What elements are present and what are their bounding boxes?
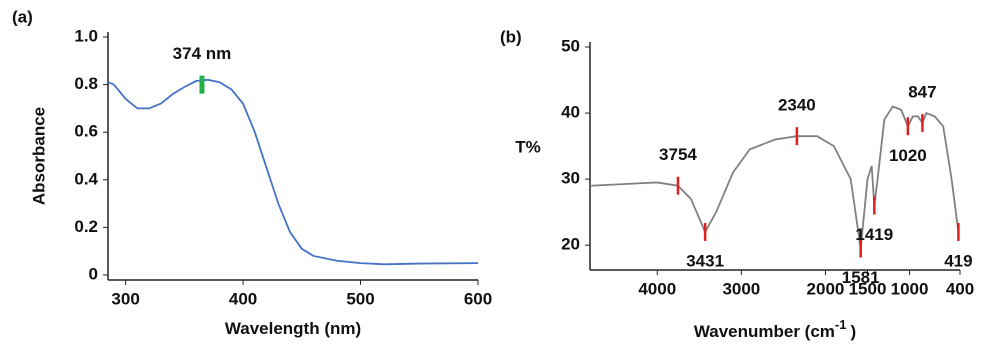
y-axis-label: Absorbance: [29, 107, 48, 205]
data-line: [589, 105, 960, 249]
y-tick-label: 40: [561, 103, 580, 122]
panel-label: (b): [500, 27, 522, 46]
y-tick-label: 20: [561, 235, 580, 254]
data-line: [107, 78, 479, 266]
x-tick-label: 4000: [638, 279, 676, 298]
peak-label: 847: [908, 82, 936, 101]
peak-label: 374 nm: [173, 44, 232, 63]
x-tick-label: 1000: [891, 279, 929, 298]
panel-label: (a): [12, 7, 33, 26]
x-tick-label: 2000: [807, 279, 845, 298]
peak-label: 1581: [842, 268, 880, 287]
y-tick-label: 0.6: [74, 122, 98, 141]
peak-label: 3754: [659, 145, 697, 164]
x-tick-label: 500: [346, 289, 374, 308]
x-tick-label: 3000: [722, 279, 760, 298]
y-tick-label: 30: [561, 169, 580, 188]
x-tick-label: 400: [229, 289, 257, 308]
x-tick-label: 300: [111, 289, 139, 308]
x-tick-label: 400: [946, 279, 974, 298]
x-axis-label-text: Wavenumber (cm: [694, 322, 835, 341]
peak-label: 1419: [855, 225, 893, 244]
y-tick-label: 50: [561, 36, 580, 55]
peak-label: 1020: [889, 146, 927, 165]
y-tick-label: 0.4: [74, 169, 98, 188]
x-axis-label-text: Wavelength (nm): [225, 319, 361, 338]
peak-label: 2340: [778, 96, 816, 115]
y-axis-label: T%: [515, 137, 541, 156]
x-axis-label-end: ): [850, 322, 856, 341]
y-tick-label: 0.8: [74, 74, 98, 93]
y-tick-label: 1.0: [74, 26, 98, 45]
peak-label: 3431: [686, 251, 724, 270]
x-tick-label: 1500: [849, 279, 887, 298]
y-tick-label: 0: [89, 264, 98, 283]
y-tick-label: 0.2: [74, 217, 98, 236]
x-axis-label: Wavenumber (cm-1): [694, 317, 856, 341]
x-axis-label: Wavelength (nm): [225, 319, 361, 338]
x-tick-label: 600: [464, 289, 492, 308]
peak-label: 419: [944, 251, 972, 270]
x-axis-label-sup: -1: [835, 317, 847, 332]
